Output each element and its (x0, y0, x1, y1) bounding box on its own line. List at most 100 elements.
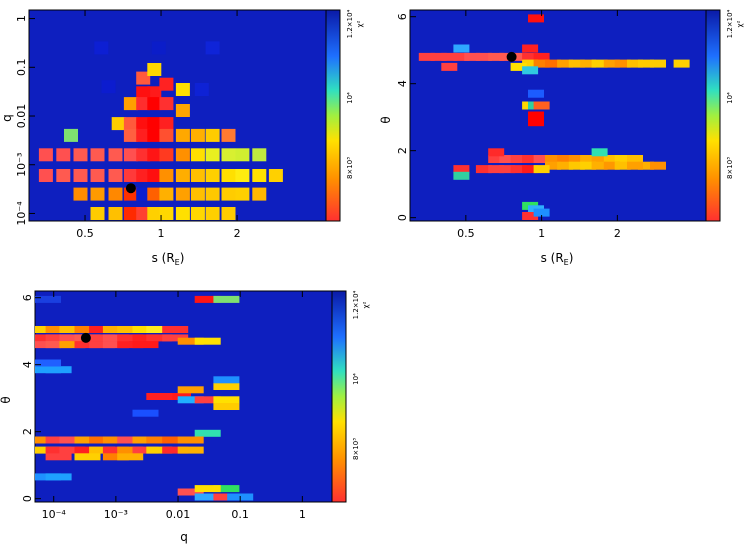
panel-3-heatmap-cell (213, 493, 240, 501)
panel-1-heatmap-cell (147, 128, 162, 142)
panel-1-heatmap-cell (147, 86, 162, 100)
panel-1-heatmap-cell (136, 97, 151, 111)
panel-1-heatmap-cell (190, 187, 205, 201)
panel-2-colorbar (705, 9, 721, 222)
panel-2-heatmap-cell (557, 59, 574, 68)
panel-3-heatmap-cell (177, 436, 204, 444)
panel-1-cells (38, 41, 283, 220)
panel-2-y-tick-label: 6 (396, 13, 409, 20)
panel-3-x-tick-label: 0.01 (166, 508, 191, 521)
panel-2-heatmap-cell (533, 59, 550, 68)
panel-2-heatmap-cell (533, 155, 550, 163)
panel-2-y-tick-label: 0 (396, 214, 409, 221)
panel-3-x-tick-label: 0.1 (231, 508, 249, 521)
panel-3-colorbar-low: 8×10³ (352, 438, 360, 460)
panel-3-heatmap-cell (102, 341, 129, 349)
panel-1-heatmap-cell (221, 169, 236, 182)
panel-3-heatmap-cell (194, 429, 221, 437)
panel-1-heatmap-cell (221, 187, 236, 201)
panel-1-heatmap-cell (136, 207, 151, 220)
panel-2-heatmap-cell (522, 165, 539, 174)
panel-1-heatmap-cell (235, 148, 250, 162)
panel-1-x-axis-label: s (RE) (152, 251, 185, 267)
panel-1-y-tick-label: 10⁻³ (15, 153, 28, 177)
panel-2-heatmap-cell (591, 161, 608, 170)
panel-3-colorbar-top: 1.2×10⁴ (352, 290, 360, 319)
panel-3-heatmap-cell (117, 436, 144, 444)
panel-2-colorbar-low: 8×10³ (726, 157, 734, 179)
panel-2-heatmap-cell (580, 161, 597, 170)
panel-2-heatmap-cell (603, 155, 620, 163)
panel-1-ticks: 0.5 1 2 10⁻⁴ 10⁻³ 0.01 0.1 1 (15, 10, 241, 240)
panel-3-heatmap-cell (59, 446, 86, 454)
panel-3-heatmap-cell (45, 436, 72, 444)
panel-1-heatmap-cell (73, 187, 88, 201)
panel-1-heatmap-cell (190, 128, 205, 142)
panel-2-y-tick-label: 4 (396, 80, 409, 87)
panel-1-best-fit-marker (125, 183, 136, 194)
panel-1-heatmap-cell (205, 169, 220, 182)
panel-2-heatmap-cell (614, 161, 631, 170)
panel-1-heatmap-cell (205, 207, 220, 220)
panel-1-heatmap-cell (268, 169, 283, 182)
panel-1-heatmap-cell (94, 41, 109, 55)
panel-3-heatmap-cell (146, 393, 173, 400)
panel-3-heatmap-cell (132, 334, 159, 342)
panel-1-heatmap-cell (151, 41, 166, 55)
panel-1-heatmap-cell (147, 97, 162, 111)
panel-2-colorbar-unit: χ² (736, 20, 744, 27)
panel-3-heatmap-cell (146, 334, 173, 342)
panel-s-vs-theta: 0.5 1 2 0 2 4 6 s (RE) θ 1.2×10⁴ χ² 10⁴ 8×10³ (379, 9, 744, 267)
panel-1-heatmap-cell (147, 207, 162, 220)
panel-3-heatmap-cell (117, 341, 144, 349)
panel-1-heatmap-cell (147, 169, 162, 182)
panel-1-heatmap-cell (159, 128, 174, 142)
panel-2-heatmap-cell (441, 52, 458, 61)
panel-3-x-tick-label: 10⁻³ (104, 508, 128, 521)
panel-1-heatmap-cell (221, 128, 236, 142)
panel-3-heatmap-cell (117, 446, 144, 454)
panel-3-heatmap-cell (132, 326, 159, 333)
panel-3-heatmap-cell (89, 436, 116, 444)
panel-1-heatmap-cell (123, 97, 138, 111)
panel-2-heatmap-cell (533, 165, 550, 174)
panel-3-heatmap-cell (45, 334, 72, 342)
panel-1-y-tick-label: 0.1 (15, 59, 28, 77)
panel-1-heatmap-cell (159, 148, 174, 162)
panel-3-heatmap-cell (102, 326, 129, 333)
panel-3-colorbar-unit: χ² (362, 301, 370, 308)
panel-3-y-axis-label: θ (0, 396, 13, 403)
panel-1-colorbar-unit: χ² (356, 20, 364, 27)
panel-2-heatmap-cell (528, 89, 544, 98)
panel-3-heatmap-cell (35, 295, 61, 303)
panel-3-colorbar (331, 290, 347, 503)
panel-2-heatmap-cell (614, 59, 631, 68)
panel-2-heatmap-cell (591, 59, 608, 68)
panel-1-heatmap-cell (205, 128, 220, 142)
panel-1-y-tick-label: 0.01 (15, 104, 28, 129)
panel-1-heatmap-cell (56, 169, 71, 182)
panel-3-y-tick-label: 0 (21, 495, 34, 502)
panel-3-heatmap-cell (117, 326, 144, 333)
panel-2-x-tick-label: 0.5 (457, 227, 475, 240)
panel-1-heatmap-cell (175, 187, 190, 201)
panel-2-heatmap-cell (545, 161, 561, 170)
panel-2-heatmap-cell (603, 59, 620, 68)
panel-3-y-tick-label: 4 (21, 361, 34, 368)
panel-3-heatmap-cell (162, 334, 189, 342)
panel-1-heatmap-cell (147, 117, 162, 131)
panel-1-heatmap-cell (147, 148, 162, 162)
panel-1-heatmap-cell (56, 148, 71, 162)
panel-1-heatmap-cell (90, 148, 105, 162)
panel-1-heatmap-cell (194, 83, 209, 96)
panel-1-heatmap-cell (205, 187, 220, 201)
panel-2-x-tick-label: 2 (614, 227, 621, 240)
panel-3-heatmap-cell (102, 453, 129, 461)
panel-1-heatmap-cell (235, 187, 250, 201)
panel-1-heatmap-cell (73, 148, 88, 162)
panel-1-heatmap-cell (136, 169, 151, 182)
panel-1-heatmap-cell (205, 41, 220, 55)
panel-1-heatmap-cell (252, 169, 267, 182)
